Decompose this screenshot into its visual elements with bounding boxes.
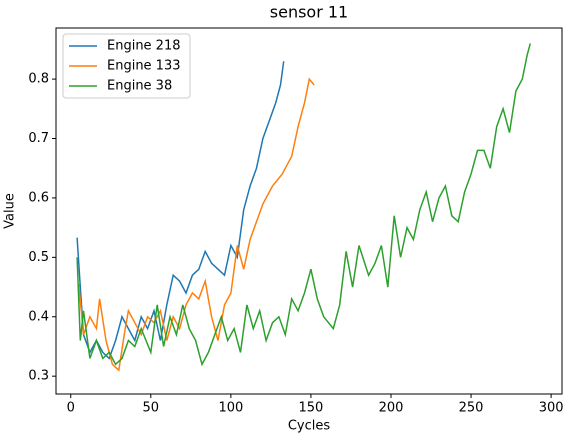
x-tick-label: 0 — [67, 401, 75, 416]
legend-label: Engine 133 — [107, 59, 181, 74]
y-tick-label: 0.7 — [28, 131, 49, 146]
x-tick-label: 200 — [379, 401, 404, 416]
x-tick-label: 300 — [539, 401, 564, 416]
legend-label: Engine 218 — [107, 39, 181, 54]
series-line — [76, 61, 285, 360]
x-tick-label: 50 — [143, 401, 160, 416]
y-tick-label: 0.3 — [28, 369, 49, 384]
y-tick-label: 0.6 — [28, 190, 49, 205]
x-tick-label: 150 — [299, 401, 324, 416]
axes-frame — [55, 27, 563, 395]
y-tick-label: 0.8 — [28, 72, 49, 87]
chart-title: sensor 11 — [270, 3, 348, 22]
x-tick-label: 100 — [218, 401, 243, 416]
legend-label: Engine 38 — [107, 79, 172, 94]
legend-box — [62, 33, 191, 99]
series-line — [77, 77, 315, 372]
y-tick-label: 0.4 — [28, 309, 49, 324]
y-tick-label: 0.5 — [28, 250, 49, 265]
y-axis-label: Value — [3, 193, 18, 229]
series-line — [76, 43, 532, 367]
x-axis-label: Cycles — [288, 419, 331, 434]
x-tick-label: 250 — [459, 401, 484, 416]
